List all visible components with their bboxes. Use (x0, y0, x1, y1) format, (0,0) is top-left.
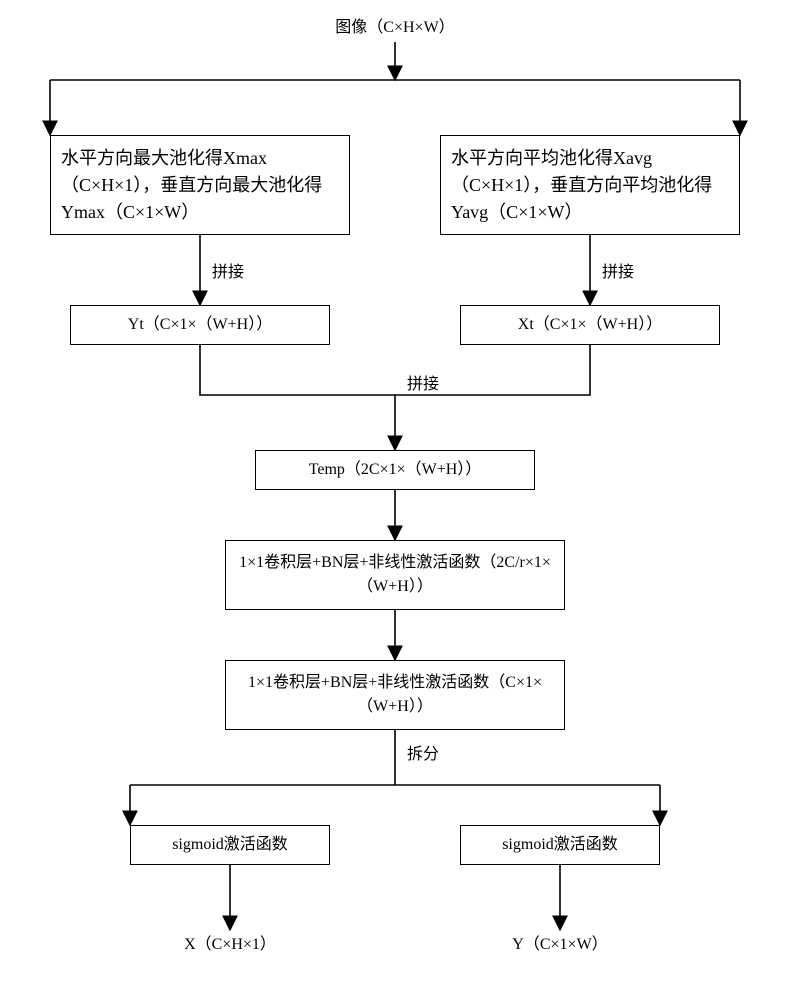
node-avgpool: 水平方向平均池化得Xavg（C×H×1），垂直方向平均池化得Yavg（C×1×W… (440, 135, 740, 235)
node-sigmoid-left-text: sigmoid激活函数 (172, 833, 288, 857)
node-maxpool-text: 水平方向最大池化得Xmax（C×H×1），垂直方向最大池化得Ymax（C×1×W… (61, 145, 339, 226)
edge-label-concat-left: 拼接 (210, 258, 246, 282)
node-yt-text: Yt（C×1×（W+H）） (128, 313, 272, 337)
node-xt: Xt（C×1×（W+H）） (460, 305, 720, 345)
node-input-text: 图像（C×H×W） (335, 19, 454, 36)
node-output-x-text: X（C×H×1） (184, 936, 276, 953)
node-sigmoid-right: sigmoid激活函数 (460, 825, 660, 865)
node-maxpool: 水平方向最大池化得Xmax（C×H×1），垂直方向最大池化得Ymax（C×1×W… (50, 135, 350, 235)
node-conv1: 1×1卷积层+BN层+非线性激活函数（2C/r×1×（W+H）） (225, 540, 565, 610)
node-conv2-text: 1×1卷积层+BN层+非线性激活函数（C×1×（W+H）） (236, 671, 554, 719)
node-output-y: Y（C×1×W） (480, 935, 640, 956)
edge-label-concat-right: 拼接 (600, 258, 636, 282)
node-sigmoid-right-text: sigmoid激活函数 (502, 833, 618, 857)
node-output-x: X（C×H×1） (150, 935, 310, 956)
node-input: 图像（C×H×W） (300, 18, 490, 39)
node-xt-text: Xt（C×1×（W+H）） (518, 313, 662, 337)
edge-label-concat-merge: 拼接 (405, 370, 441, 394)
node-conv2: 1×1卷积层+BN层+非线性激活函数（C×1×（W+H）） (225, 660, 565, 730)
flowchart-canvas: 图像（C×H×W） 水平方向最大池化得Xmax（C×H×1），垂直方向最大池化得… (0, 0, 790, 1000)
node-sigmoid-left: sigmoid激活函数 (130, 825, 330, 865)
node-output-y-text: Y（C×1×W） (512, 936, 607, 953)
edge-label-split: 拆分 (405, 740, 441, 764)
node-yt: Yt（C×1×（W+H）） (70, 305, 330, 345)
node-temp: Temp（2C×1×（W+H）） (255, 450, 535, 490)
node-conv1-text: 1×1卷积层+BN层+非线性激活函数（2C/r×1×（W+H）） (236, 551, 554, 599)
node-temp-text: Temp（2C×1×（W+H）） (309, 458, 482, 482)
node-avgpool-text: 水平方向平均池化得Xavg（C×H×1），垂直方向平均池化得Yavg（C×1×W… (451, 145, 729, 226)
